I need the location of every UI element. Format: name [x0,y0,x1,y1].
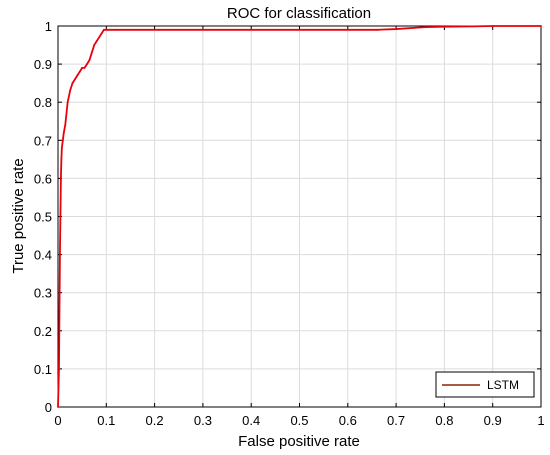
data-point [61,139,64,142]
data-point [491,25,494,27]
y-tick-label: 0.9 [34,57,52,72]
y-tick-label: 0.5 [34,210,52,225]
data-point [202,28,204,31]
x-tick-label: 1 [537,413,544,428]
x-tick-label: 0.2 [146,413,164,428]
x-tick-label: 0.1 [97,413,115,428]
x-tick-label: 0.5 [290,413,308,428]
y-tick-label: 0.4 [34,248,52,263]
y-tick-label: 0.1 [34,362,52,377]
data-point [76,74,79,77]
data-point [298,28,301,31]
grid [58,26,541,407]
data-point [115,28,117,31]
x-tick-label: 0.9 [484,413,502,428]
series-layer [57,25,542,408]
y-tick-label: 0.7 [34,133,52,148]
data-point [395,28,397,30]
y-tick-label: 0.3 [34,286,52,301]
x-tick-label: 0 [54,413,61,428]
legend: LSTM [435,371,535,398]
data-point [57,406,59,408]
data-point [69,89,71,92]
data-point [58,368,60,370]
data-point [86,63,88,65]
y-tick-label: 0.6 [34,171,52,186]
x-tick-label: 0.8 [435,413,453,428]
data-point [60,147,63,149]
chart-title: ROC for classification [227,5,371,22]
data-point [62,131,65,134]
data-point [58,310,61,313]
data-point [90,51,93,54]
y-tick-label: 0 [45,400,52,415]
y-axis-label: True positive rate [10,158,27,273]
x-tick-label: 0.7 [387,413,405,428]
data-point [74,78,76,81]
data-point [81,67,84,69]
axis-ticks: 0 0.1 0.2 0.3 0.4 0.5 0.6 0.7 0.8 0.9 1 0 0.1 0.2 0.3 0… [34,19,545,428]
x-axis-label: False positive rate [238,433,360,450]
data-point [102,28,105,31]
data-point [472,25,475,28]
data-point [93,44,96,46]
series-line-lstm [57,25,541,408]
y-tick-label: 1 [45,19,52,34]
data-point [59,253,61,256]
data-point [59,177,62,180]
data-point [98,36,100,39]
data-point [105,28,108,31]
data-point [59,215,62,218]
data-point [71,82,74,85]
data-point [78,70,81,73]
data-point [60,158,63,161]
x-tick-label: 0.3 [194,413,212,428]
x-tick-label: 0.4 [242,413,260,428]
data-point [443,25,446,28]
legend-label-lstm: LSTM [487,378,519,392]
data-point [88,59,91,62]
data-point [64,124,67,126]
y-tick-label: 0.8 [34,95,52,110]
y-tick-label: 0.2 [34,324,52,339]
data-point [424,26,426,29]
x-tick-label: 0.6 [339,413,357,428]
data-point [83,67,86,69]
data-point [540,25,542,27]
data-point [95,40,98,43]
data-point [375,28,378,31]
data-point [100,32,103,35]
data-point [66,101,69,104]
